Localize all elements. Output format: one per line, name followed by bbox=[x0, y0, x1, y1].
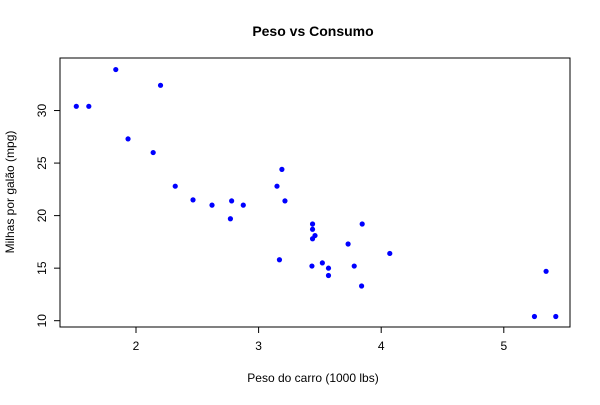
y-tick-label: 20 bbox=[35, 209, 49, 223]
data-point bbox=[325, 265, 332, 271]
y-axis: 10 15 20 25 30 bbox=[35, 104, 60, 328]
data-point bbox=[209, 202, 215, 208]
y-tick-label: 30 bbox=[35, 104, 49, 118]
x-tick-label: 2 bbox=[133, 339, 140, 353]
data-point bbox=[309, 263, 315, 269]
data-point bbox=[150, 149, 156, 156]
chart-title: Peso vs Consumo bbox=[252, 23, 373, 39]
data-point bbox=[73, 103, 79, 109]
data-point bbox=[227, 216, 234, 222]
data-points bbox=[73, 66, 559, 320]
data-point bbox=[229, 198, 235, 204]
data-point bbox=[282, 198, 288, 204]
data-point bbox=[387, 250, 393, 257]
data-point bbox=[325, 272, 332, 279]
data-point bbox=[543, 268, 549, 274]
data-point bbox=[531, 313, 538, 320]
data-point bbox=[351, 263, 357, 269]
x-tick-label: 3 bbox=[255, 339, 262, 353]
y-tick-label: 25 bbox=[35, 156, 49, 170]
x-tick-label: 5 bbox=[500, 339, 507, 353]
x-axis: 2 3 4 5 bbox=[133, 327, 507, 353]
data-point bbox=[274, 183, 280, 189]
data-point bbox=[86, 103, 92, 109]
data-point bbox=[113, 66, 119, 73]
data-point bbox=[279, 166, 285, 172]
data-point bbox=[276, 257, 283, 263]
data-point bbox=[172, 183, 178, 189]
x-tick-label: 4 bbox=[378, 339, 385, 353]
data-point bbox=[125, 136, 131, 142]
data-point bbox=[240, 202, 246, 208]
data-point bbox=[312, 232, 318, 239]
data-point bbox=[553, 313, 559, 320]
data-point bbox=[157, 82, 164, 88]
y-tick-label: 10 bbox=[35, 314, 49, 328]
y-axis-label: Milhas por galão (mpg) bbox=[3, 131, 17, 254]
data-point bbox=[319, 260, 325, 266]
data-point bbox=[309, 221, 316, 227]
x-axis-label: Peso do carro (1000 lbs) bbox=[247, 371, 378, 385]
y-tick-label: 15 bbox=[35, 261, 49, 275]
data-point bbox=[359, 221, 365, 227]
plot-frame bbox=[59, 57, 571, 328]
data-point bbox=[358, 283, 365, 289]
data-point bbox=[309, 226, 316, 232]
data-point bbox=[190, 197, 196, 203]
data-point bbox=[345, 241, 351, 247]
